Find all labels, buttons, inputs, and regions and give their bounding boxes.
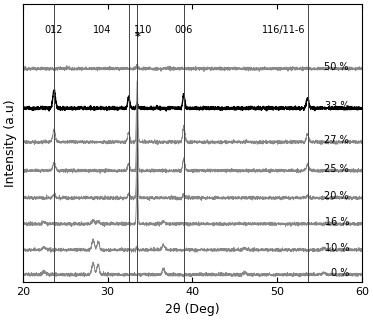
Text: 27 %: 27 %: [325, 135, 349, 145]
Text: 104: 104: [93, 25, 112, 36]
Text: 012: 012: [45, 25, 63, 36]
Text: 33 %: 33 %: [325, 101, 349, 111]
Text: 006: 006: [175, 25, 193, 36]
Text: 20 %: 20 %: [325, 191, 349, 201]
Text: 25 %: 25 %: [325, 164, 349, 173]
Text: 50 %: 50 %: [325, 62, 349, 72]
Text: 0 %: 0 %: [331, 268, 349, 277]
Text: 16 %: 16 %: [325, 217, 349, 227]
Y-axis label: Intensity (a.u): Intensity (a.u): [4, 100, 17, 187]
Text: 116/11-6: 116/11-6: [262, 25, 305, 36]
Text: 110: 110: [134, 25, 152, 36]
Text: *: *: [134, 32, 140, 42]
X-axis label: 2θ (Deg): 2θ (Deg): [165, 303, 220, 316]
Text: 10 %: 10 %: [325, 243, 349, 253]
